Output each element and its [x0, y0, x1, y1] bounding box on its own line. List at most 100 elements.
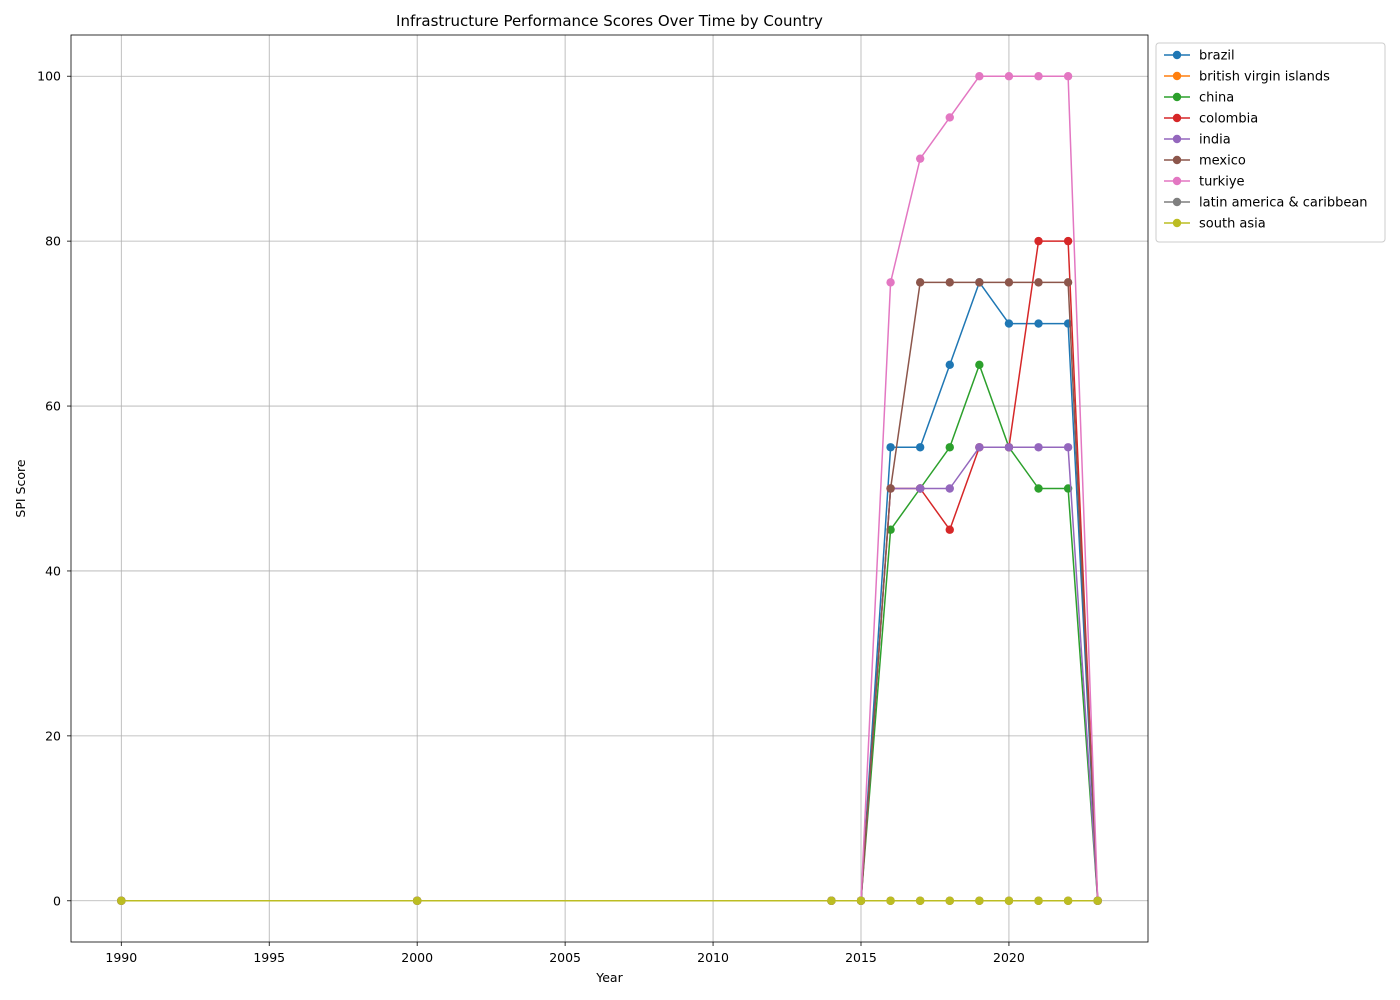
data-point: [1063, 236, 1073, 246]
data-point: [915, 278, 925, 287]
data-point: [1034, 236, 1043, 246]
x-tick-label: 2010: [697, 950, 729, 965]
series-line: [121, 281, 1099, 902]
legend-label: south asia: [1199, 217, 1266, 232]
data-point: [1004, 896, 1014, 905]
legend-item: british virgin islands: [1164, 70, 1330, 85]
y-tick-label: 60: [45, 399, 61, 414]
series-brazil: [117, 278, 1102, 905]
legend-item: brazil: [1164, 49, 1235, 64]
legend-marker: [1172, 134, 1182, 144]
series-china: [117, 360, 1102, 905]
data-point: [945, 360, 954, 370]
legend-label: mexico: [1199, 154, 1246, 169]
legend-item: china: [1164, 91, 1234, 106]
legend-label: british virgin islands: [1199, 70, 1330, 85]
data-point: [945, 278, 954, 287]
legend: brazil british virgin islands china colombi…: [1155, 42, 1386, 243]
series-south-asia: [117, 896, 1102, 905]
data-point: [915, 443, 925, 452]
data-point: [945, 443, 954, 452]
data-point: [975, 278, 984, 287]
data-point: [1004, 72, 1014, 81]
x-tick-label: 2020: [993, 950, 1025, 965]
data-point: [1063, 278, 1073, 287]
data-point: [1034, 278, 1043, 287]
data-point: [1004, 278, 1014, 287]
data-point: [1063, 896, 1073, 905]
legend-item: south asia: [1164, 217, 1266, 232]
data-point: [1004, 319, 1014, 328]
legend-item: colombia: [1164, 112, 1258, 127]
data-point: [1034, 72, 1043, 81]
data-point: [1034, 484, 1043, 493]
legend-marker: [1172, 155, 1182, 165]
data-point: [827, 896, 836, 905]
data-point: [412, 896, 422, 905]
y-tick-label: 20: [45, 728, 61, 743]
data-point: [975, 72, 984, 81]
legend-label: india: [1199, 133, 1231, 148]
data-point: [1034, 443, 1043, 452]
data-point: [1063, 72, 1073, 81]
legend-marker: [1172, 176, 1182, 186]
data-point: [975, 360, 984, 370]
legend-item: india: [1164, 133, 1231, 148]
data-point: [886, 896, 895, 905]
data-point: [886, 484, 895, 493]
legend-label: colombia: [1199, 112, 1258, 127]
y-axis-label: SPI Score: [13, 459, 28, 517]
data-point: [886, 278, 895, 287]
legend-marker: [1172, 113, 1182, 123]
series-layer: [117, 72, 1102, 905]
y-tick-label: 0: [53, 893, 61, 908]
data-point: [856, 896, 866, 905]
data-point: [1063, 443, 1073, 452]
x-tick-label: 1990: [105, 950, 137, 965]
data-point: [1093, 896, 1102, 905]
tick-layer: 1990 1995 2000 2005 2010 2015 2020 0 20 40 60 80 100: [37, 69, 1025, 965]
legend-marker: [1172, 197, 1182, 207]
legend-marker: [1172, 50, 1182, 60]
series-line: [121, 446, 1099, 902]
data-point: [945, 525, 954, 534]
legend-label: brazil: [1199, 49, 1235, 64]
data-point: [1034, 896, 1043, 905]
legend-item: latin america & caribbean: [1164, 196, 1368, 211]
data-point: [915, 484, 925, 493]
x-tick-label: 1995: [253, 950, 285, 965]
data-point: [975, 443, 984, 452]
series-turkiye: [117, 72, 1102, 905]
legend-marker: [1172, 92, 1182, 102]
x-tick-label: 2005: [549, 950, 581, 965]
legend-box: [1155, 42, 1386, 243]
x-tick-label: 2015: [845, 950, 877, 965]
legend-marker: [1172, 218, 1182, 228]
y-tick-label: 40: [45, 563, 61, 578]
legend-item: turkiye: [1164, 175, 1245, 190]
legend-item: mexico: [1164, 154, 1246, 169]
data-point: [1034, 319, 1043, 328]
y-tick-label: 100: [37, 69, 61, 84]
y-tick-label: 80: [45, 234, 61, 249]
data-point: [886, 443, 895, 452]
legend-marker: [1172, 71, 1182, 81]
legend-label: latin america & caribbean: [1199, 196, 1368, 211]
legend-label: turkiye: [1199, 175, 1245, 190]
data-point: [945, 484, 954, 493]
series-india: [117, 443, 1102, 905]
data-point: [975, 896, 984, 905]
data-point: [915, 154, 925, 163]
series-line: [121, 281, 1099, 902]
data-point: [945, 896, 954, 905]
series-mexico: [117, 278, 1102, 905]
data-point: [915, 896, 925, 905]
legend-label: china: [1199, 91, 1234, 106]
data-point: [117, 896, 126, 905]
data-point: [1004, 443, 1014, 452]
grid-layer: [71, 35, 1148, 942]
x-axis-label: Year: [595, 970, 623, 985]
chart-title: Infrastructure Performance Scores Over T…: [396, 12, 823, 30]
x-tick-label: 2000: [401, 950, 433, 965]
